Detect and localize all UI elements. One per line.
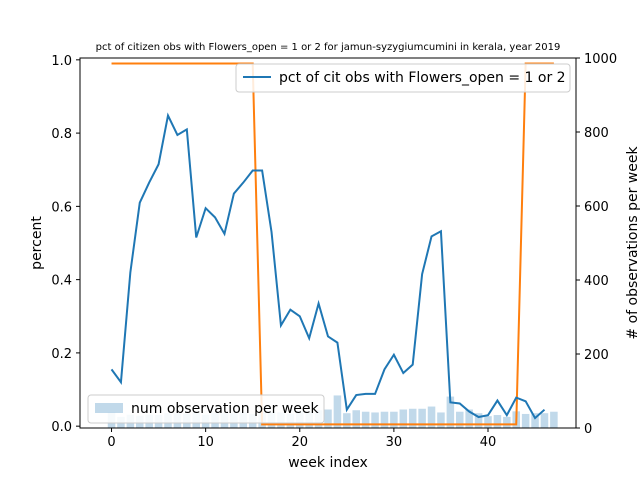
legend-bottom-swatch <box>95 403 123 413</box>
chart-title: pct of citizen obs with Flowers_open = 1… <box>96 42 561 53</box>
plot-frame <box>79 57 577 429</box>
y2-tick-label: 200 <box>584 348 609 363</box>
bar <box>408 408 417 428</box>
bar <box>531 413 539 428</box>
y2-tick-label: 600 <box>584 200 609 215</box>
x-tick-label: 40 <box>480 435 497 450</box>
bar <box>324 409 332 428</box>
bar <box>361 411 370 428</box>
y-tick-label: 0.4 <box>51 274 72 289</box>
y-tick-label: 0.2 <box>51 347 72 362</box>
x-ticks: 0 10 20 30 40 <box>107 428 496 450</box>
legend-top: pct of cit obs with Flowers_open = 1 or … <box>235 63 571 93</box>
bar <box>550 411 558 428</box>
y-axis-label: percent <box>29 216 45 270</box>
bar <box>465 409 473 428</box>
bar <box>484 416 492 428</box>
x-tick-label: 10 <box>197 435 214 450</box>
y-tick-label: 0.0 <box>51 420 72 435</box>
y2-tick-label: 0 <box>584 422 592 437</box>
bar <box>427 406 436 428</box>
pct-line <box>110 112 546 420</box>
bar <box>371 412 379 428</box>
y2-tick-label: 800 <box>584 126 609 141</box>
x-tick-label: 0 <box>107 435 115 450</box>
y-tick-label: 1.0 <box>51 54 72 69</box>
legend-top-label: pct of cit obs with Flowers_open = 1 or … <box>279 70 566 86</box>
x-axis-label: week index <box>288 455 368 471</box>
bar <box>456 411 464 428</box>
bar <box>474 413 483 428</box>
bar <box>399 409 408 428</box>
y2-tick-label: 1000 <box>584 52 617 67</box>
bar <box>521 413 530 428</box>
y2-axis-label: # of observations per week <box>625 146 640 340</box>
bar <box>540 413 549 428</box>
bar <box>493 415 502 428</box>
legend-bottom-label: num observation per week <box>131 401 319 417</box>
y2-tick-label: 400 <box>584 274 609 289</box>
bar <box>333 395 342 428</box>
y-tick-label: 0.8 <box>51 127 72 142</box>
bar <box>503 416 511 428</box>
legend-bottom: num observation per week <box>87 394 325 424</box>
x-tick-label: 30 <box>386 435 403 450</box>
bar <box>437 412 445 428</box>
bar <box>380 411 389 428</box>
y-tick-label: 0.6 <box>51 200 72 215</box>
line-series <box>110 62 554 426</box>
bar <box>418 408 426 428</box>
legend-top-box <box>235 63 571 93</box>
bar <box>446 396 455 428</box>
bar <box>343 413 351 428</box>
bar <box>390 411 398 428</box>
x-tick-label: 20 <box>291 435 308 450</box>
y2-ticks: 0 200 400 600 800 1000 <box>576 52 617 437</box>
legend-bottom-box <box>87 394 325 424</box>
bar <box>352 410 360 428</box>
y-ticks: 0.0 0.2 0.4 0.6 0.8 1.0 <box>51 54 80 435</box>
step-line <box>111 62 554 426</box>
